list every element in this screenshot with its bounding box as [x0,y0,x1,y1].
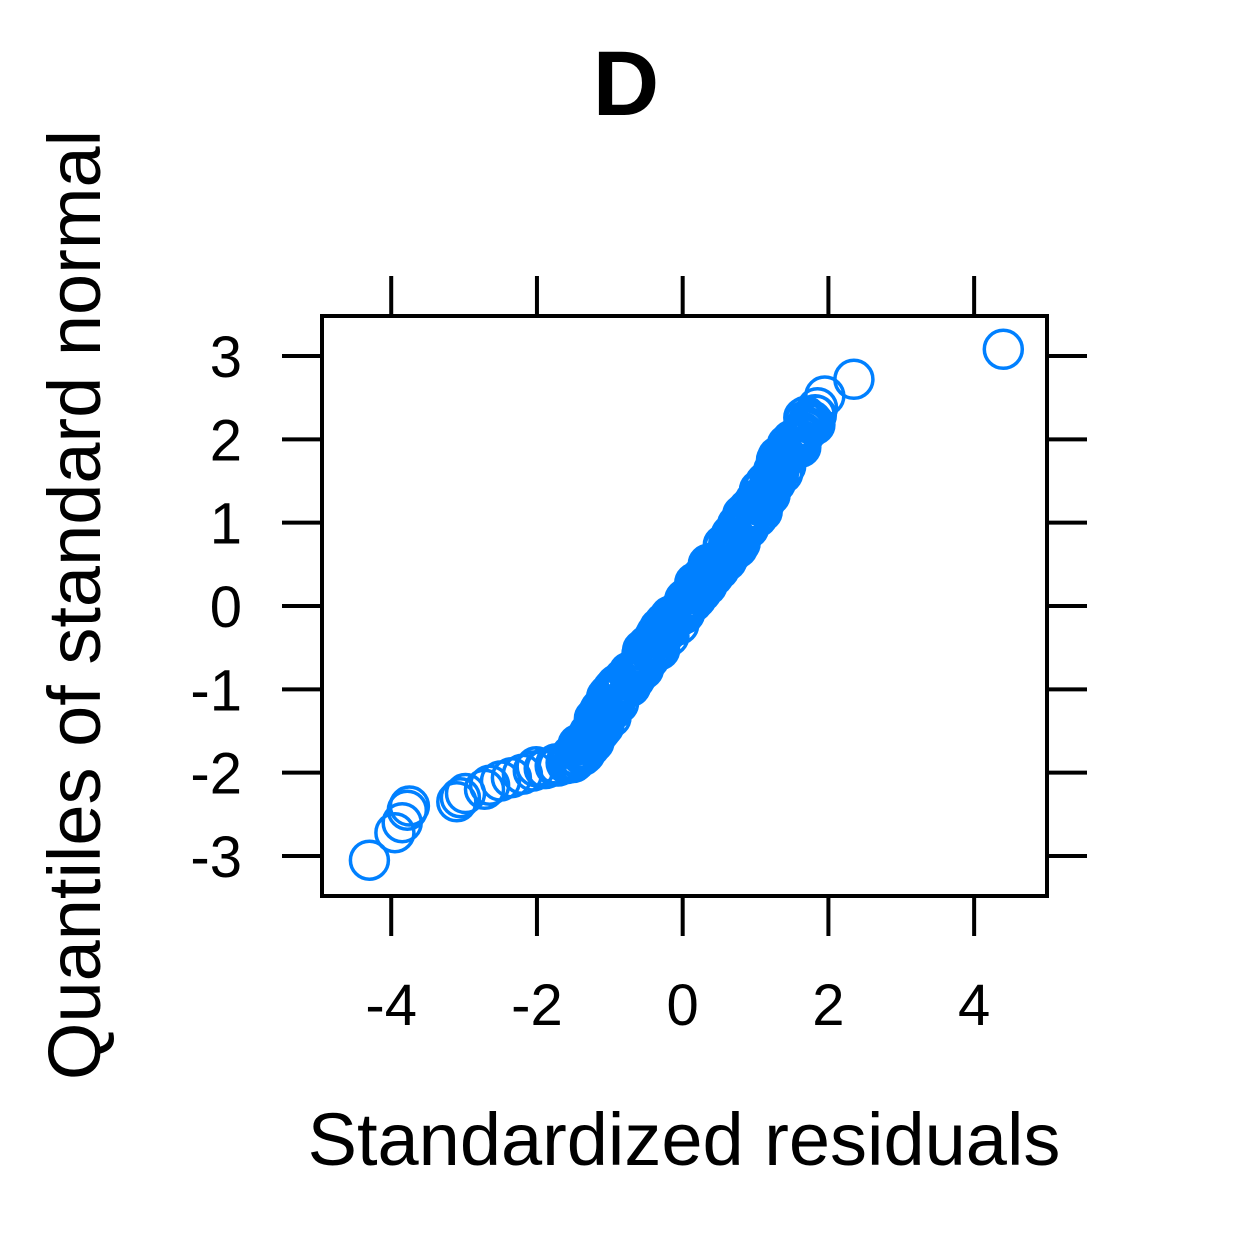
data-point [436,781,478,823]
y-axis-label: Quantiles of standard normal [33,130,116,1080]
chart-title: D [593,33,659,135]
data-point [439,776,482,819]
y-tick-label: 0 [210,575,242,640]
data-point [388,785,431,827]
x-tick-label: 2 [812,973,844,1038]
x-axis-label: Standardized residuals [308,1098,1061,1181]
y-tick-label: 2 [210,408,242,473]
data-point [982,328,1025,371]
x-tick-label: 4 [958,973,990,1038]
y-tick-label: 1 [210,492,242,557]
axis-ticks [282,276,1087,936]
tick-labels: -4 -2 0 2 4 -3 -2 -1 0 1 2 3 [190,325,990,1038]
y-tick-label: -3 [190,825,242,890]
x-tick-label: -2 [511,973,563,1038]
data-point [374,811,416,854]
data-points [348,328,1025,881]
x-tick-label: -4 [365,973,417,1038]
x-tick-label: 0 [667,973,699,1038]
y-tick-label: -2 [190,742,242,807]
data-point [794,393,836,436]
y-tick-label: 3 [210,325,242,390]
y-tick-label: -1 [190,658,242,723]
data-point [833,358,875,401]
data-point [348,839,391,881]
